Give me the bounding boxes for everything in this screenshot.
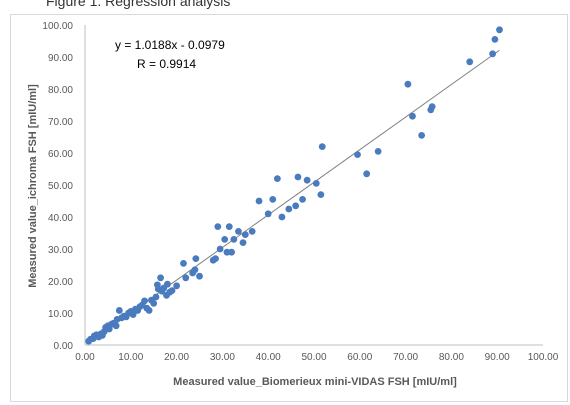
y-axis-title: Measured value_ichroma FSH [mIU/ml] bbox=[27, 84, 39, 288]
y-tick-label: 10.00 bbox=[48, 309, 73, 320]
data-point bbox=[278, 213, 286, 221]
data-point bbox=[466, 58, 474, 66]
data-point bbox=[491, 36, 499, 43]
data-point bbox=[112, 322, 120, 330]
y-tick-label: 80.00 bbox=[48, 85, 73, 96]
y-tick-label: 50.00 bbox=[48, 181, 73, 192]
data-point bbox=[230, 236, 238, 243]
data-point bbox=[318, 143, 326, 151]
data-point bbox=[235, 228, 242, 235]
axes bbox=[84, 25, 543, 346]
data-point bbox=[303, 176, 311, 184]
x-tick-label: 20.00 bbox=[164, 352, 189, 363]
data-point bbox=[248, 228, 256, 235]
data-point bbox=[285, 205, 293, 213]
data-point bbox=[164, 280, 171, 288]
y-tick-label: 30.00 bbox=[48, 245, 73, 256]
x-tick-label: 0.00 bbox=[75, 352, 95, 363]
data-point bbox=[145, 307, 153, 314]
regression-equation: y = 1.0188x - 0.0979 bbox=[115, 38, 225, 52]
y-tick-label: 100.00 bbox=[42, 21, 73, 32]
data-point bbox=[363, 170, 371, 178]
data-point bbox=[192, 255, 200, 262]
data-point bbox=[294, 173, 302, 181]
data-point bbox=[317, 191, 325, 199]
data-point bbox=[168, 287, 176, 294]
data-point bbox=[312, 180, 320, 187]
x-tick-label: 30.00 bbox=[210, 352, 235, 363]
x-axis-title: Measured value_Biomerieux mini-VIDAS FSH… bbox=[173, 376, 457, 388]
data-point bbox=[182, 274, 190, 282]
data-point bbox=[214, 223, 222, 231]
x-tick-label: 60.00 bbox=[347, 352, 372, 363]
x-tick-label: 50.00 bbox=[301, 352, 326, 363]
data-point bbox=[173, 282, 181, 290]
data-point bbox=[180, 260, 187, 267]
data-point bbox=[489, 50, 497, 58]
data-point bbox=[255, 197, 263, 205]
data-point bbox=[418, 132, 426, 139]
x-tick-label: 10.00 bbox=[118, 352, 143, 363]
y-tick-label: 40.00 bbox=[48, 213, 73, 224]
data-point bbox=[152, 293, 160, 301]
data-point bbox=[239, 239, 247, 247]
data-point bbox=[141, 297, 148, 305]
data-point bbox=[404, 80, 412, 88]
data-point bbox=[409, 112, 416, 120]
y-tick-label: 90.00 bbox=[48, 53, 73, 64]
correlation-coefficient: R = 0.9914 bbox=[137, 57, 196, 71]
chart-frame bbox=[10, 14, 568, 402]
data-point bbox=[196, 272, 203, 280]
x-tick-label: 70.00 bbox=[393, 352, 418, 363]
y-tick-label: 60.00 bbox=[48, 149, 73, 160]
data-point bbox=[241, 231, 249, 239]
x-tick-label: 100.00 bbox=[528, 352, 559, 363]
x-tick-label: 80.00 bbox=[439, 352, 464, 363]
y-tick-label: 70.00 bbox=[48, 117, 73, 128]
data-point bbox=[129, 311, 137, 318]
data-point bbox=[374, 148, 382, 155]
data-point bbox=[299, 196, 306, 203]
data-points bbox=[85, 26, 503, 345]
data-point bbox=[157, 274, 164, 282]
figure-caption: Figure 1. Regression analysis bbox=[46, 0, 231, 9]
data-point bbox=[115, 307, 123, 314]
data-point bbox=[150, 300, 158, 307]
data-point bbox=[191, 266, 199, 274]
data-point bbox=[269, 196, 277, 203]
data-point bbox=[225, 223, 233, 231]
tick-labels: 0.00 10.00 20.00 30.00 40.00 50.00 60.00 70.00 8… bbox=[42, 21, 558, 363]
data-point bbox=[216, 245, 224, 253]
x-tick-label: 90.00 bbox=[485, 352, 510, 363]
data-point bbox=[292, 202, 300, 210]
data-point bbox=[496, 26, 503, 34]
data-point bbox=[428, 103, 436, 110]
data-point bbox=[221, 236, 229, 243]
data-point bbox=[264, 210, 272, 218]
y-tick-label: 0.00 bbox=[54, 341, 74, 352]
data-point bbox=[212, 255, 219, 262]
data-point bbox=[273, 175, 281, 183]
data-point bbox=[354, 151, 361, 159]
y-tick-label: 20.00 bbox=[48, 277, 73, 288]
x-tick-label: 40.00 bbox=[256, 352, 281, 363]
data-point bbox=[228, 248, 235, 256]
